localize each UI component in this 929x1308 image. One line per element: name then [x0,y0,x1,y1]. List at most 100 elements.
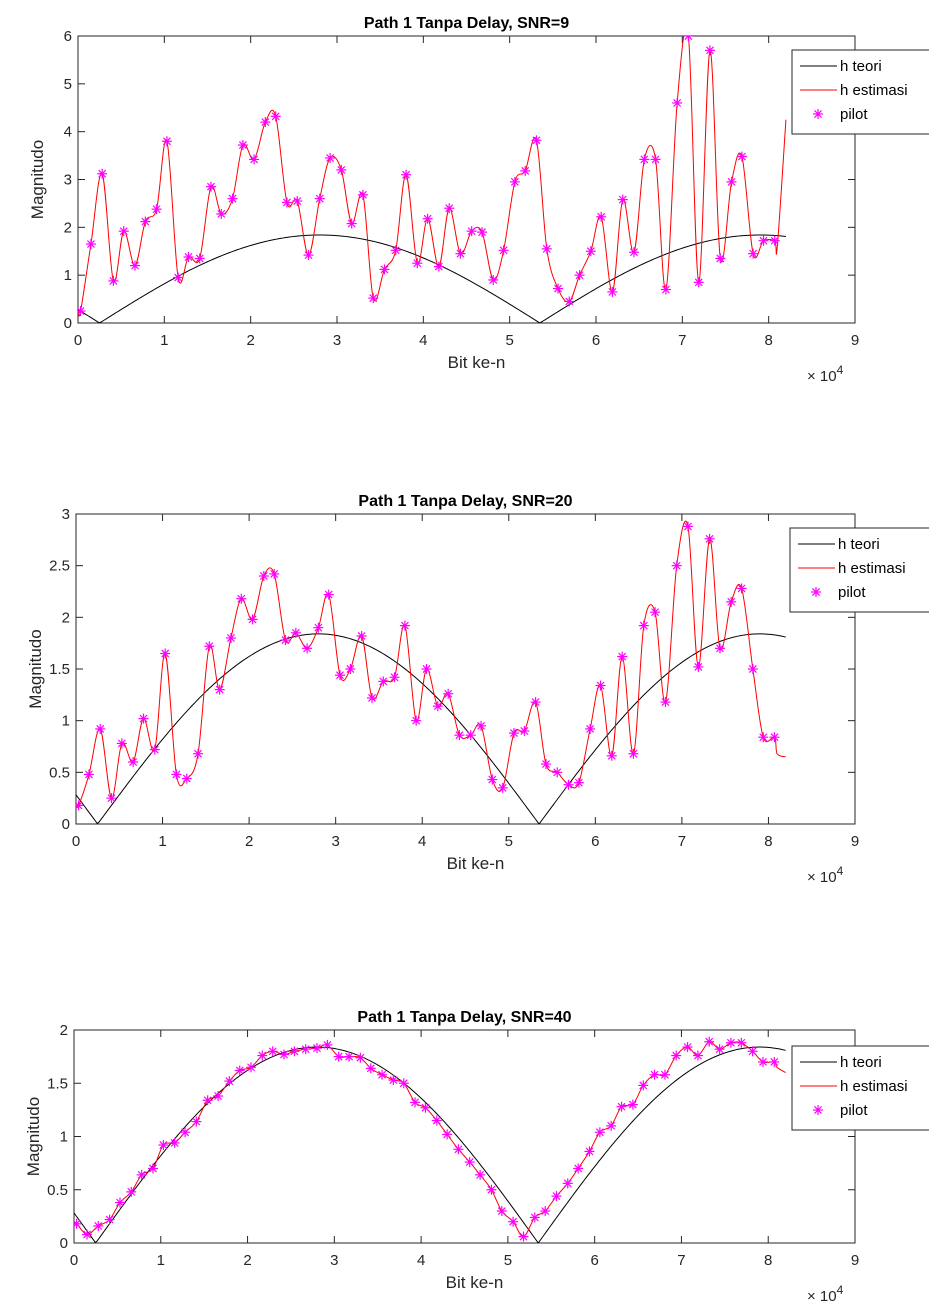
pilot-marker [736,1037,747,1048]
pilot-marker [260,117,271,128]
x-tick-label: 7 [677,1252,685,1269]
pilot-marker [290,627,301,638]
pilot-marker [617,194,628,205]
y-tick-label: 3 [64,172,72,189]
pilot-marker [736,151,747,162]
x-tick-label: 6 [592,332,600,349]
y-tick-label: 1.5 [49,661,70,678]
pilot-marker [118,226,129,237]
y-tick-label: 3 [62,506,70,523]
y-tick-label: 2 [60,1022,68,1039]
pilot-marker [247,614,258,625]
pilot-marker [748,248,759,259]
legend: h teori h estimasi pilot [791,49,929,135]
pilot-marker [147,1163,158,1174]
pilot-marker [693,661,704,672]
x-tick-label: 3 [333,332,341,349]
pilot-marker [249,154,260,165]
pilot-marker [365,1063,376,1074]
pilot-marker [442,1129,453,1140]
legend-box [791,49,929,135]
pilot-marker [389,672,400,683]
pilot-marker [281,197,292,208]
pilot-marker [769,1056,780,1067]
y-axis-label: Magnitudo [24,1097,43,1176]
pilot-marker [585,246,596,257]
y-tick-label: 4 [64,124,72,141]
pilot-marker [411,715,422,726]
pilot-marker [420,1102,431,1113]
pilot-marker [650,607,661,618]
pilot-marker [378,676,389,687]
legend-swatch-asterisk [811,587,821,597]
pilot-marker [322,1039,333,1050]
pilot-marker [443,688,454,699]
pilot-marker [585,723,596,734]
y-tick-label: 1 [64,267,72,284]
pilot-marker [431,1115,442,1126]
pilot-marker [368,293,379,304]
pilot-marker [573,1163,584,1174]
pilot-marker [520,165,531,176]
pilot-marker [747,1046,758,1057]
x-tick-label: 0 [74,332,82,349]
pilot-marker [704,1036,715,1047]
x-tick-label: 0 [70,1252,78,1269]
plot-area [75,513,856,825]
pilot-marker [300,1044,311,1055]
chart-title: Path 1 Tanpa Delay, SNR=9 [364,15,569,32]
y-axis-label: Magnitudo [28,140,47,219]
pilot-marker [97,168,108,179]
pilot-marker [422,213,433,224]
chart-panel-snr-40: Path 1 Tanpa Delay, SNR=40 0 1 2 3 4 5 6 7 8 9 0 0.5… [24,1009,929,1305]
x-axis-label: Bit ke-n [447,854,505,873]
x-tick-label: 2 [243,1252,251,1269]
pilot-marker [356,630,367,641]
pilot-marker [769,235,780,246]
pilot-marker [104,1214,115,1225]
pilot-marker [487,774,498,785]
pilot-marker [149,744,160,755]
y-tick-label: 1 [60,1129,68,1146]
pilot-marker [519,726,530,736]
pilot-marker [650,154,661,165]
pilot-marker [692,1050,703,1061]
pilot-marker [551,1191,562,1202]
pilot-marker [497,782,508,793]
pilot-marker [682,521,693,532]
x-tick-label: 4 [419,332,427,349]
pilot-marker [399,620,410,631]
pilot-marker [225,633,236,643]
x-axis-label: Bit ke-n [446,1273,504,1292]
pilot-marker [116,738,127,749]
pilot-marker [714,643,725,654]
pilot-marker [638,620,649,631]
pilot-marker [128,757,139,767]
pilot-marker [344,1051,355,1062]
pilot-marker [531,135,542,146]
x-tick-label: 4 [418,833,426,850]
pilot-marker [693,277,704,288]
y-tick-label: 1.5 [47,1075,68,1092]
y-tick-label: 6 [64,28,72,45]
pilot-marker [704,45,715,56]
pilot-marker [455,248,466,259]
pilot-marker [303,250,314,261]
y-tick-label: 0 [64,315,72,332]
pilot-marker [726,176,737,187]
pilot-marker [540,1206,551,1217]
plot-area [77,35,856,324]
pilot-marker [183,251,194,262]
pilot-marker [466,226,477,237]
pilot-marker [541,243,552,254]
pilot-marker [106,793,117,804]
x-tick-label: 3 [330,1252,338,1269]
pilot-marker [346,218,357,229]
pilot-marker [216,208,227,219]
pilot-marker [267,1046,278,1057]
pilot-marker [639,154,650,165]
x-tick-label: 9 [851,332,859,349]
pilot-marker [574,270,585,281]
x-tick-label: 5 [505,332,513,349]
